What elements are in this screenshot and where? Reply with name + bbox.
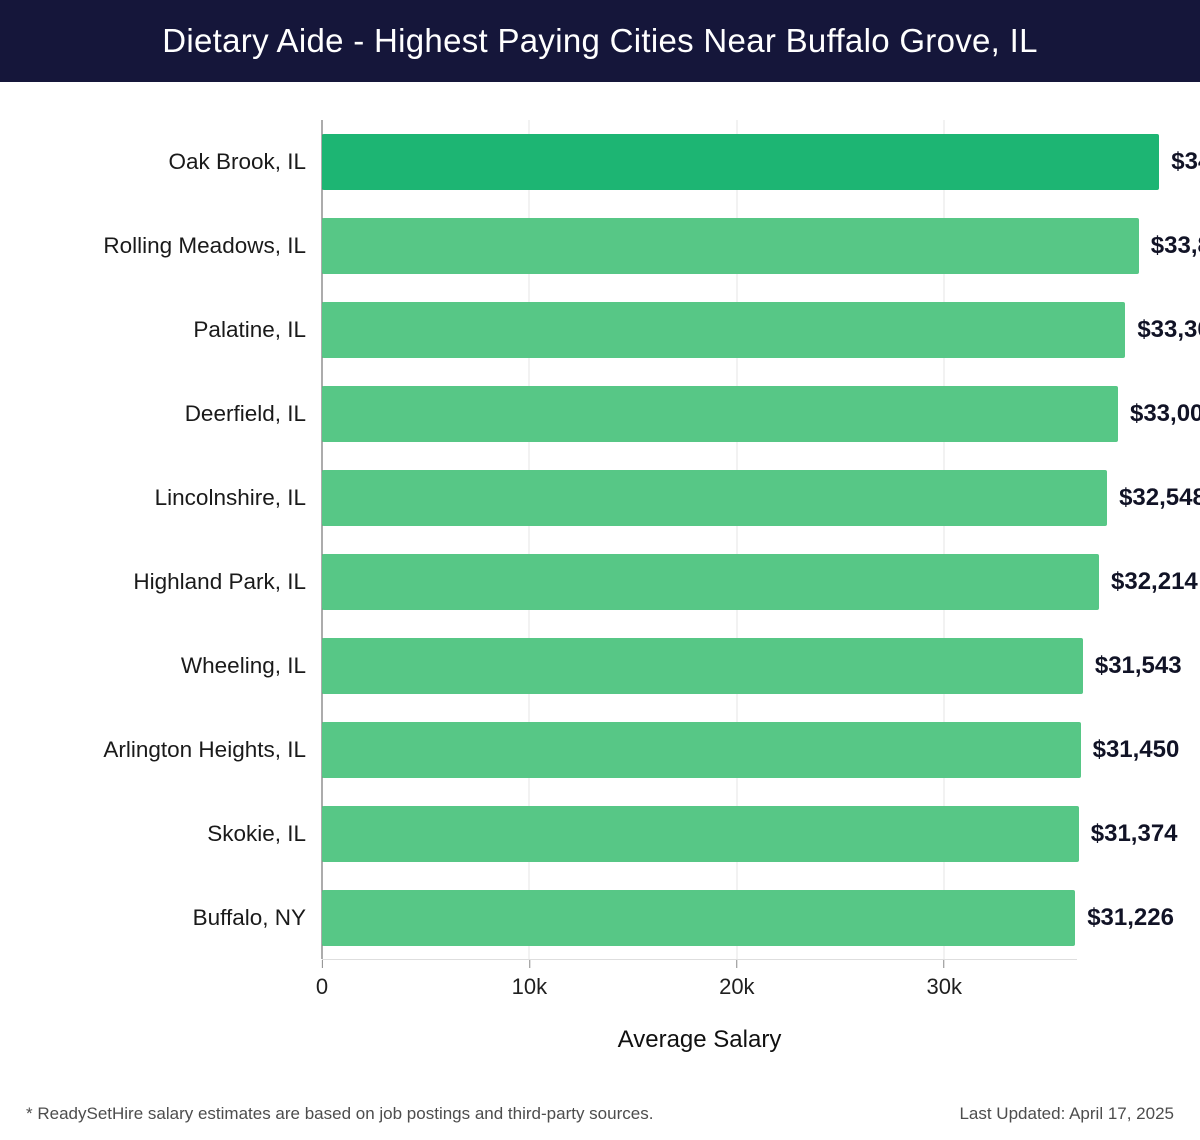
value-label: $32,214 bbox=[1111, 568, 1198, 595]
category-label: Arlington Heights, IL bbox=[103, 737, 306, 762]
x-tick: 10k bbox=[512, 960, 547, 1000]
x-axis: 0 10k 20k 30k bbox=[316, 960, 1077, 1012]
bar bbox=[322, 638, 1083, 694]
footer: * ReadySetHire salary estimates are base… bbox=[0, 1104, 1200, 1124]
bar-row: Skokie, IL $31,374 bbox=[0, 792, 1200, 876]
header-bar: Dietary Aide - Highest Paying Cities Nea… bbox=[0, 0, 1200, 82]
category-label: Buffalo, NY bbox=[192, 905, 306, 930]
tick-label: 20k bbox=[719, 974, 755, 999]
category-label: Palatine, IL bbox=[193, 317, 306, 342]
bar bbox=[322, 218, 1139, 274]
x-tick: 20k bbox=[719, 960, 755, 1000]
bar bbox=[322, 470, 1108, 526]
bar bbox=[322, 386, 1118, 442]
bar-row: Arlington Heights, IL $31,450 bbox=[0, 708, 1200, 792]
category-label: Lincolnshire, IL bbox=[154, 485, 306, 510]
tick-label: 30k bbox=[926, 974, 962, 999]
tick-label: 0 bbox=[315, 974, 329, 999]
category-label: Deerfield, IL bbox=[184, 401, 306, 426]
tick-mark bbox=[943, 960, 945, 968]
category-label: Rolling Meadows, IL bbox=[103, 233, 306, 258]
category-label: Highland Park, IL bbox=[133, 569, 306, 594]
bar-row: Buffalo, NY $31,226 bbox=[0, 876, 1200, 960]
bar-row: Highland Park, IL $32,214 bbox=[0, 540, 1200, 624]
chart-rows: Oak Brook, IL $34,712 Rolling Meadows, I… bbox=[0, 120, 1200, 960]
bar bbox=[322, 134, 1160, 190]
value-label: $34,712 bbox=[1171, 148, 1200, 175]
gridline bbox=[528, 120, 530, 959]
bar bbox=[322, 806, 1079, 862]
footer-note: * ReadySetHire salary estimates are base… bbox=[26, 1104, 654, 1123]
gridlines bbox=[321, 120, 1077, 960]
category-label: Wheeling, IL bbox=[180, 653, 306, 678]
bar-chart: Oak Brook, IL $34,712 Rolling Meadows, I… bbox=[0, 120, 1200, 960]
value-label: $33,304 bbox=[1137, 316, 1200, 343]
x-tick: 0 bbox=[316, 960, 328, 1000]
last-updated: Last Updated: April 17, 2025 bbox=[959, 1104, 1174, 1123]
bar bbox=[322, 302, 1126, 358]
bar bbox=[322, 554, 1100, 610]
value-label: $31,226 bbox=[1087, 904, 1174, 931]
bar-row: Rolling Meadows, IL $33,862 bbox=[0, 204, 1200, 288]
value-label: $31,450 bbox=[1092, 736, 1180, 763]
tick-mark bbox=[321, 960, 323, 968]
bar-row: Lincolnshire, IL $32,548 bbox=[0, 456, 1200, 540]
bar-row: Oak Brook, IL $34,712 bbox=[0, 120, 1200, 204]
tick-mark bbox=[736, 960, 738, 968]
x-tick: 30k bbox=[927, 960, 962, 1000]
category-label: Skokie, IL bbox=[207, 821, 306, 846]
bar-row: Palatine, IL $33,304 bbox=[0, 288, 1200, 372]
gridline bbox=[736, 120, 738, 959]
category-label: Oak Brook, IL bbox=[168, 149, 306, 174]
bar-row: Deerfield, IL $33,000 bbox=[0, 372, 1200, 456]
bar bbox=[322, 722, 1081, 778]
value-label: $31,543 bbox=[1094, 652, 1182, 679]
tick-mark bbox=[528, 960, 530, 968]
value-label: $31,374 bbox=[1090, 820, 1178, 847]
value-label: $32,548 bbox=[1119, 484, 1200, 511]
tick-label: 10k bbox=[511, 974, 548, 999]
value-label: $33,862 bbox=[1150, 232, 1200, 259]
value-label: $33,000 bbox=[1129, 400, 1200, 427]
gridline bbox=[943, 120, 945, 959]
zero-gridline bbox=[321, 120, 323, 959]
x-axis-label: Average Salary bbox=[617, 1026, 782, 1053]
page-title: Dietary Aide - Highest Paying Cities Nea… bbox=[162, 22, 1038, 59]
bar-row: Wheeling, IL $31,543 bbox=[0, 624, 1200, 708]
bar bbox=[322, 890, 1076, 946]
